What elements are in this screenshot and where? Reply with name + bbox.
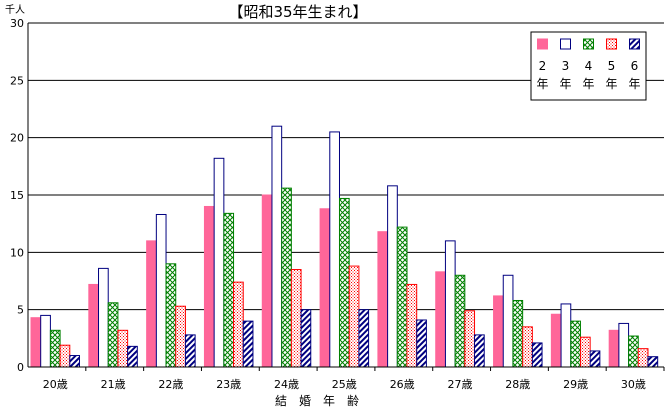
x-tick-label: 25歳 (332, 378, 357, 391)
bar-3年-20歳 (40, 314, 51, 368)
bar-4年-21歳 (107, 302, 119, 368)
legend-label-digit: 2 (539, 59, 547, 73)
bar-6年-22歳 (184, 334, 196, 368)
y-tick-label: 0 (17, 361, 24, 374)
bar-2年-25歳 (319, 208, 331, 368)
bar-6年-21歳 (127, 345, 138, 368)
x-axis-title: 結 婚 年 齢 (275, 393, 359, 408)
bar-5年-29歳 (579, 336, 591, 368)
bars (30, 125, 659, 368)
bar-3年-29歳 (560, 303, 572, 368)
bar-3年-26歳 (387, 185, 398, 368)
bar-5年-28歳 (522, 326, 533, 368)
bar-6年-23歳 (242, 320, 254, 368)
bar-5年-24歳 (290, 269, 302, 368)
bar-4年-27歳 (454, 274, 466, 368)
y-tick-label: 15 (10, 189, 24, 202)
legend-label-suffix: 年 (559, 77, 571, 91)
x-tick-label: 21歳 (101, 378, 126, 391)
bar-5年-23歳 (233, 281, 244, 368)
y-tick-label: 20 (10, 132, 24, 145)
bar-3年-27歳 (444, 240, 456, 368)
x-tick-label: 26歳 (390, 378, 415, 391)
gridlines (28, 22, 664, 311)
bar-3年-24歳 (271, 125, 283, 368)
bar-6年-26歳 (416, 319, 427, 368)
legend-label-suffix: 年 (536, 77, 548, 91)
bar-3年-30歳 (618, 322, 630, 368)
bar-5年-30歳 (637, 348, 649, 368)
bar-2年-30歳 (608, 329, 620, 368)
bar-5年-22歳 (175, 305, 186, 368)
bar-4年-20歳 (49, 329, 61, 368)
bar-4年-25歳 (338, 197, 350, 368)
bar-2年-23歳 (203, 205, 215, 368)
bar-2年-24歳 (261, 194, 273, 368)
x-tick-label: 20歳 (43, 378, 68, 391)
chart-title: 【昭和35年生まれ】 (228, 3, 367, 21)
bar-5年-26歳 (406, 283, 418, 368)
bar-2年-21歳 (88, 283, 100, 368)
legend-label-suffix: 年 (628, 77, 640, 91)
legend-swatch (537, 38, 548, 50)
x-tick-label: 28歳 (505, 378, 530, 391)
bar-4年-23歳 (223, 212, 235, 368)
bar-5年-21歳 (117, 329, 129, 368)
bar-4年-28歳 (512, 299, 524, 368)
bar-2年-28歳 (493, 295, 504, 368)
bar-3年-23歳 (213, 157, 225, 368)
bar-2年-26歳 (377, 231, 389, 368)
legend-label-digit: 6 (631, 59, 639, 73)
y-tick-label: 10 (10, 246, 24, 259)
legend-swatch (560, 38, 571, 50)
bar-4年-29歳 (570, 320, 581, 368)
bar-6年-24歳 (300, 309, 312, 368)
legend-label-digit: 5 (608, 59, 616, 73)
y-tick-label: 5 (17, 304, 24, 317)
x-tick-label: 29歳 (563, 378, 588, 391)
legend-swatch (583, 38, 594, 50)
legend-swatch (606, 38, 617, 50)
bar-3年-28歳 (502, 274, 514, 368)
bar-6年-28歳 (531, 342, 543, 368)
y-tick-label: 25 (10, 74, 24, 87)
bar-6年-30歳 (647, 356, 659, 368)
bar-5年-20歳 (59, 344, 71, 368)
legend-label-digit: 3 (562, 59, 570, 73)
bar-6年-25歳 (358, 309, 370, 368)
x-tick-label: 27歳 (448, 378, 473, 391)
bar-2年-27歳 (435, 271, 446, 368)
bar-2年-29歳 (550, 313, 562, 368)
y-tick-label: 30 (10, 17, 24, 30)
bar-6年-20歳 (69, 355, 81, 368)
x-tick-label: 30歳 (621, 378, 646, 391)
bar-5年-25歳 (348, 265, 360, 368)
legend-label-digit: 4 (585, 59, 593, 73)
y-unit-label: 千人 (5, 4, 25, 16)
bar-3年-25歳 (329, 131, 340, 368)
bar-2年-22歳 (146, 240, 157, 368)
bar-6年-27歳 (474, 334, 485, 368)
bar-3年-22歳 (155, 213, 167, 368)
legend-label-suffix: 年 (605, 77, 617, 91)
x-tick-label: 23歳 (216, 378, 241, 391)
legend-swatch (629, 38, 640, 50)
bar-4年-30歳 (628, 335, 639, 368)
x-tick-label: 24歳 (274, 378, 299, 391)
bar-4年-24歳 (281, 187, 292, 368)
bar-6年-29歳 (589, 350, 601, 368)
bar-4年-22歳 (165, 263, 177, 368)
bar-5年-27歳 (464, 310, 476, 368)
bar-2年-20歳 (30, 317, 42, 368)
x-tick-label: 22歳 (158, 378, 183, 391)
bar-3年-21歳 (98, 267, 109, 368)
legend-label-suffix: 年 (582, 77, 594, 91)
bar-4年-26歳 (396, 226, 408, 368)
